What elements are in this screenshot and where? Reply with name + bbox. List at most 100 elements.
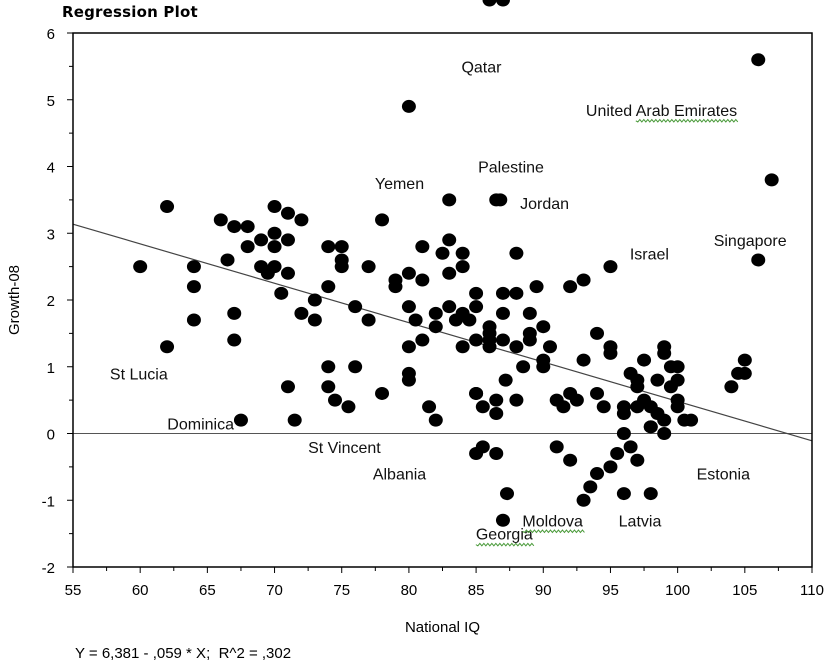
y-tick-label: 5 (47, 93, 55, 110)
data-point (328, 393, 343, 407)
data-point (267, 260, 282, 274)
y-tick-label: -2 (42, 560, 55, 577)
data-point (401, 300, 416, 314)
data-point (670, 400, 685, 414)
x-tick-label: 55 (65, 582, 82, 599)
x-axis-ticks: 55 60 65 70 75 80 85 90 95 100 105 110 (65, 567, 824, 599)
annotation-label: Georgia (476, 527, 533, 544)
data-point (536, 360, 551, 374)
data-point (321, 360, 336, 374)
spellcheck-squiggle (635, 118, 739, 123)
annotation-label: Dominica (167, 416, 234, 433)
plot-frame (72, 32, 813, 568)
data-point (737, 366, 752, 380)
y-tick-label: 2 (47, 293, 55, 310)
data-point (469, 333, 484, 347)
data-point (489, 447, 504, 461)
annotation-label: Israel (630, 246, 669, 263)
data-point (442, 266, 457, 280)
data-point (751, 253, 766, 267)
data-point (499, 487, 514, 501)
data-point (341, 400, 356, 414)
annotation-label: Moldova (522, 513, 583, 530)
data-point (401, 366, 416, 380)
annotation-label: Yemen (375, 176, 424, 193)
data-point (495, 0, 510, 7)
annotation-label: Singapore (714, 233, 787, 250)
data-point (274, 286, 289, 300)
data-point (280, 233, 295, 247)
x-tick-label: 100 (665, 582, 690, 599)
x-tick-label: 90 (535, 582, 552, 599)
data-point (428, 413, 443, 427)
data-point (643, 487, 658, 501)
data-point (482, 320, 497, 334)
data-point (422, 400, 437, 414)
x-tick-label: 70 (266, 582, 283, 599)
data-point (489, 406, 504, 420)
data-point (556, 400, 571, 414)
data-point (583, 480, 598, 494)
data-point (415, 240, 430, 254)
data-point (509, 246, 524, 260)
data-point (657, 413, 672, 427)
data-point (590, 386, 605, 400)
data-point (603, 460, 618, 474)
data-point (415, 273, 430, 287)
data-point (254, 233, 269, 247)
data-point (186, 280, 201, 294)
y-tick-label: 0 (47, 427, 55, 444)
data-point (442, 193, 457, 207)
data-point (522, 306, 537, 320)
data-point (321, 280, 336, 294)
data-point (495, 513, 510, 527)
data-point (428, 306, 443, 320)
data-point (495, 306, 510, 320)
data-point (160, 340, 175, 354)
data-point (616, 427, 631, 440)
y-tick-label: 1 (47, 360, 55, 377)
y-tick-label: -1 (42, 493, 55, 510)
data-point (684, 413, 699, 427)
data-point (630, 380, 645, 394)
data-point (348, 300, 363, 314)
data-point (186, 313, 201, 327)
data-point (227, 306, 242, 320)
annotation-label: Albania (373, 467, 426, 484)
data-point (493, 193, 508, 207)
regression-equation: Y = 6,381 - ,059 * X; R^2 = ,302 (75, 645, 292, 662)
data-point (334, 240, 349, 254)
data-point (334, 260, 349, 274)
data-point (737, 353, 752, 367)
data-point (603, 340, 618, 354)
data-point (348, 360, 363, 374)
data-point (267, 200, 282, 214)
y-axis-ticks: -2 -1 0 1 2 3 4 5 6 (42, 26, 73, 577)
data-point (321, 380, 336, 394)
data-point (623, 440, 638, 454)
data-point (616, 406, 631, 420)
data-point (569, 393, 584, 407)
data-point (240, 220, 255, 234)
annotation-label: Palestine (478, 160, 544, 177)
data-point (294, 306, 309, 320)
data-point (455, 340, 470, 354)
y-tick-label: 3 (47, 226, 55, 243)
data-point (469, 386, 484, 400)
data-point (361, 313, 376, 327)
data-point (670, 373, 685, 387)
data-point (361, 260, 376, 274)
data-point (495, 286, 510, 300)
data-point (280, 206, 295, 220)
data-point (603, 260, 618, 274)
data-point (482, 0, 497, 7)
y-tick-label: 4 (47, 160, 55, 177)
data-point (280, 266, 295, 280)
data-point (321, 240, 336, 254)
data-point (576, 493, 591, 507)
point-annotations: Qatar United Arab Emirates Palestine Yemen J… (110, 59, 787, 543)
x-tick-label: 85 (468, 582, 485, 599)
data-point (455, 246, 470, 260)
data-point (596, 400, 611, 414)
data-point (630, 453, 645, 467)
